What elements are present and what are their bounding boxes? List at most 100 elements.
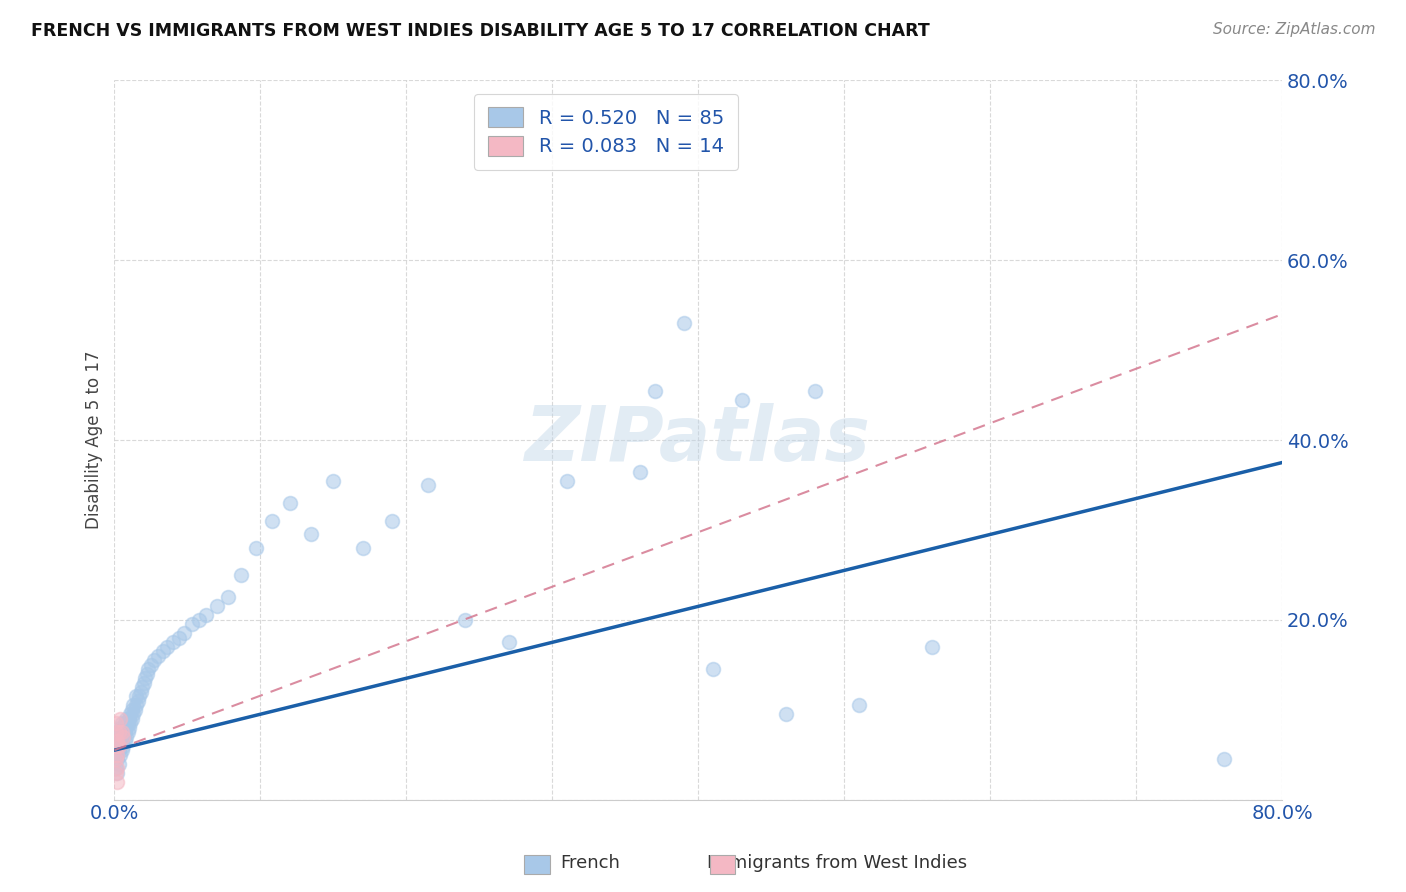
Point — [124, 703, 146, 717]
Point — [105, 765, 128, 780]
Point — [121, 712, 143, 726]
Point — [131, 680, 153, 694]
Point — [105, 734, 128, 748]
Point — [127, 694, 149, 708]
Point — [644, 384, 666, 398]
Point — [112, 721, 135, 735]
Point — [118, 721, 141, 735]
Point — [120, 707, 142, 722]
Point — [301, 527, 323, 541]
Point — [110, 712, 132, 726]
Point — [848, 698, 870, 713]
Point — [122, 707, 145, 722]
Point — [111, 743, 134, 757]
Point — [104, 716, 127, 731]
Point — [1212, 752, 1234, 766]
Point — [104, 739, 127, 753]
Point — [167, 631, 190, 645]
Legend: R = 0.520   N = 85, R = 0.083   N = 14: R = 0.520 N = 85, R = 0.083 N = 14 — [474, 94, 738, 169]
Point — [107, 734, 129, 748]
Point — [105, 734, 128, 748]
Point — [162, 635, 184, 649]
Point — [121, 703, 143, 717]
Point — [111, 725, 134, 739]
Point — [136, 662, 159, 676]
Point — [731, 392, 754, 407]
Point — [180, 617, 202, 632]
Text: French: French — [561, 855, 620, 872]
Point — [112, 739, 135, 753]
Point — [105, 743, 128, 757]
Point — [112, 730, 135, 744]
Point — [111, 725, 134, 739]
Point — [115, 721, 138, 735]
Point — [105, 747, 128, 762]
Point — [114, 725, 136, 739]
Point — [125, 690, 148, 704]
Point — [107, 725, 129, 739]
Point — [381, 514, 404, 528]
Point — [114, 734, 136, 748]
Point — [114, 716, 136, 731]
Point — [278, 496, 301, 510]
Point — [775, 707, 797, 722]
Point — [231, 567, 253, 582]
Point — [152, 644, 174, 658]
Point — [112, 730, 135, 744]
Point — [128, 690, 150, 704]
Point — [132, 675, 155, 690]
Point — [107, 739, 129, 753]
Point — [262, 514, 284, 528]
Point — [107, 725, 129, 739]
Point — [135, 666, 157, 681]
Point — [111, 734, 134, 748]
Point — [104, 765, 127, 780]
Point — [352, 541, 374, 555]
Point — [498, 635, 520, 649]
Point — [110, 730, 132, 744]
Point — [104, 739, 127, 753]
Point — [110, 747, 132, 762]
Text: ZIPatlas: ZIPatlas — [526, 403, 872, 477]
Point — [418, 478, 440, 492]
Point — [104, 761, 127, 775]
Text: FRENCH VS IMMIGRANTS FROM WEST INDIES DISABILITY AGE 5 TO 17 CORRELATION CHART: FRENCH VS IMMIGRANTS FROM WEST INDIES DI… — [31, 22, 929, 40]
Point — [134, 671, 156, 685]
Point — [110, 739, 132, 753]
Point — [217, 591, 239, 605]
Point — [804, 384, 827, 398]
Point — [672, 316, 695, 330]
Y-axis label: Disability Age 5 to 17: Disability Age 5 to 17 — [86, 351, 103, 529]
Point — [245, 541, 267, 555]
Point — [129, 685, 152, 699]
Point — [105, 752, 128, 766]
Point — [148, 648, 170, 663]
Point — [104, 725, 127, 739]
Point — [104, 747, 127, 762]
Point — [628, 465, 651, 479]
Point — [921, 640, 943, 654]
Point — [104, 752, 127, 766]
Point — [454, 613, 477, 627]
Point — [111, 716, 134, 731]
Point — [115, 712, 138, 726]
Point — [125, 698, 148, 713]
Point — [173, 626, 195, 640]
Point — [156, 640, 179, 654]
Text: Source: ZipAtlas.com: Source: ZipAtlas.com — [1212, 22, 1375, 37]
Point — [107, 743, 129, 757]
Point — [117, 725, 139, 739]
Point — [142, 653, 165, 667]
Point — [122, 698, 145, 713]
Point — [105, 730, 128, 744]
Point — [322, 474, 344, 488]
Point — [188, 613, 211, 627]
Point — [105, 774, 128, 789]
Point — [110, 721, 132, 735]
Point — [139, 657, 162, 672]
Point — [702, 662, 724, 676]
Point — [117, 716, 139, 731]
Point — [118, 712, 141, 726]
Point — [120, 716, 142, 731]
Point — [115, 730, 138, 744]
